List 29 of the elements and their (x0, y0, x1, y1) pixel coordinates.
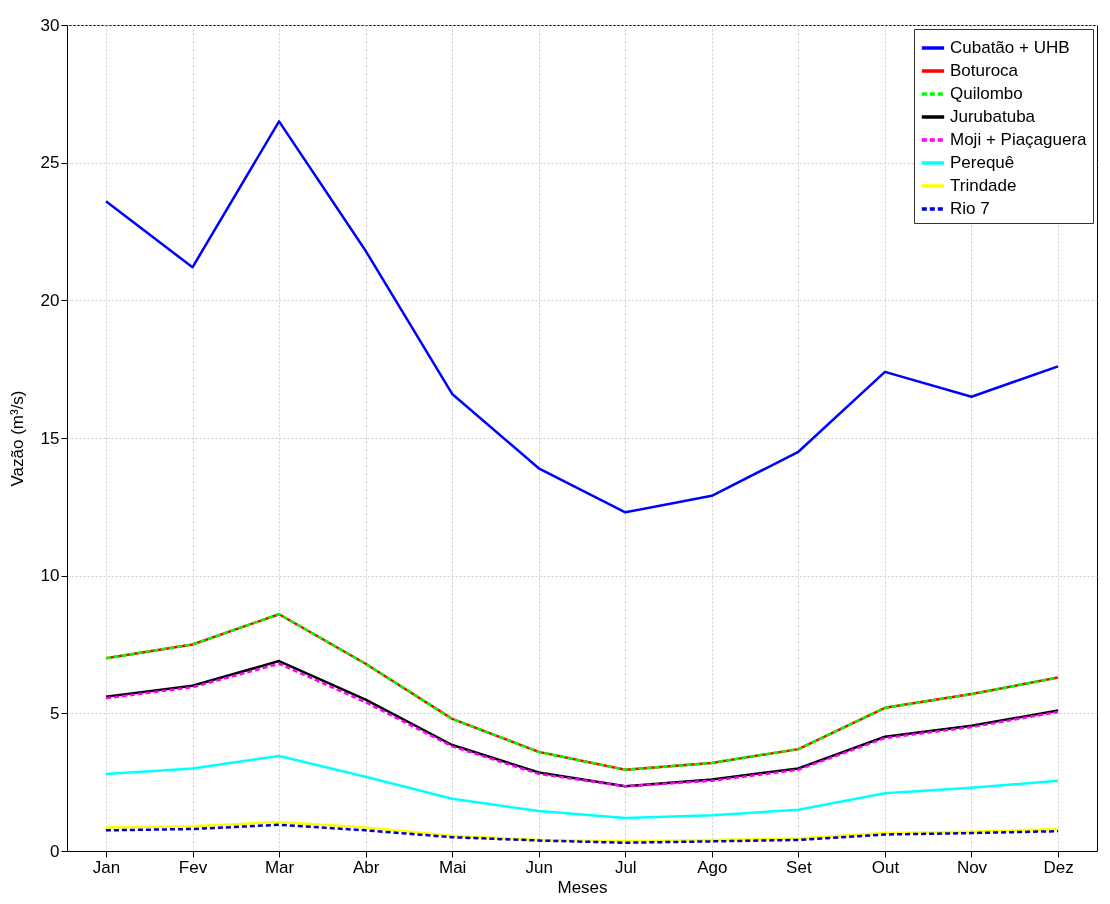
y-tick-label: 10 (40, 566, 60, 586)
y-tick-label: 0 (50, 841, 60, 861)
x-tick-label: Out (871, 857, 900, 877)
y-axis-title: Vazão (m³/s) (7, 390, 27, 487)
x-tick-label: Ago (697, 857, 728, 877)
x-tick-label: Dez (1043, 857, 1074, 877)
legend-label: Rio 7 (950, 199, 990, 218)
legend-label: Moji + Piaçaguera (950, 130, 1088, 149)
x-tick-label: Abr (352, 857, 380, 877)
x-tick-label: Jul (614, 857, 637, 877)
x-axis-title: Meses (557, 877, 608, 897)
legend-label: Cubatão + UHB (950, 38, 1070, 57)
x-tick-label: Jun (525, 857, 553, 877)
x-tick-label: Jan (92, 857, 121, 877)
y-tick-label: 15 (40, 428, 60, 448)
legend-label: Jurubatuba (950, 107, 1036, 126)
legend-label: Trindade (950, 176, 1017, 195)
x-tick-label: Mai (438, 857, 467, 877)
legend-label: Boturoca (950, 61, 1019, 80)
y-tick-label: 20 (40, 290, 60, 310)
y-tick-label: 30 (40, 15, 60, 35)
y-tick-label: 25 (40, 153, 60, 173)
x-tick-label: Mar (264, 857, 295, 877)
x-tick-label: Nov (956, 857, 988, 877)
legend-label: Perequê (950, 153, 1015, 172)
y-tick-label: 5 (50, 703, 60, 723)
x-tick-label: Set (786, 857, 812, 877)
x-tick-label: Fev (178, 857, 208, 877)
legend-label: Quilombo (950, 84, 1023, 103)
